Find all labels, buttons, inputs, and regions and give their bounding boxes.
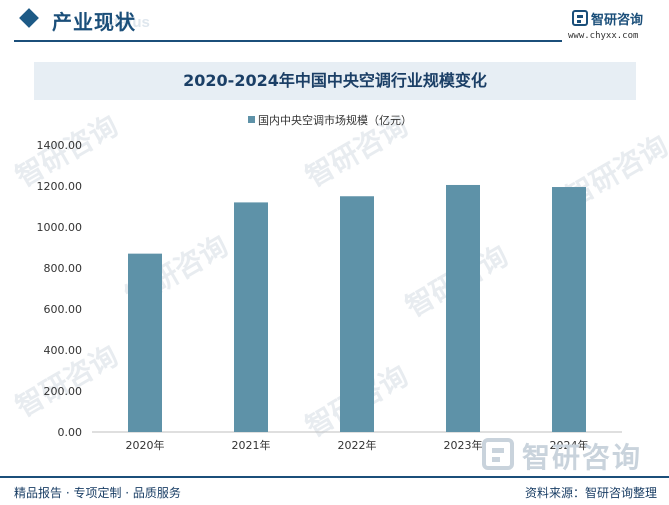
y-tick-label: 800.00 <box>44 262 83 275</box>
y-tick-label: 600.00 <box>44 303 83 316</box>
x-tick-label: 2023年 <box>444 438 483 452</box>
bar-3 <box>340 196 374 432</box>
watermark-logo-text: 智研咨询 <box>522 441 643 474</box>
chart-title: 2020-2024年中国中央空调行业规模变化 <box>183 71 487 90</box>
y-tick-label: 200.00 <box>44 385 83 398</box>
legend-label: 国内中央空调市场规模（亿元） <box>258 114 412 127</box>
y-tick-label: 400.00 <box>44 344 83 357</box>
page-title: 产业现状 <box>52 10 136 34</box>
brand-name: 智研咨询 <box>591 13 644 28</box>
y-tick-label: 0.00 <box>58 426 83 439</box>
x-tick-label: 2022年 <box>338 438 377 452</box>
legend-swatch <box>248 116 255 123</box>
brand-url: www.chyxx.com <box>568 31 639 41</box>
footer-tagline: 精品报告 · 专项定制 · 品质服务 <box>14 486 181 500</box>
bar-5 <box>552 187 586 432</box>
footer: 精品报告 · 专项定制 · 品质服务 资料来源：智研咨询整理 <box>0 476 669 505</box>
brand-logo-icon <box>572 10 588 26</box>
header: Status 产业现状 <box>0 0 669 44</box>
header-divider <box>14 40 562 42</box>
bar-4 <box>446 184 480 432</box>
watermark-logo: 智研咨询 <box>480 436 650 476</box>
chart-title-bar: 2020-2024年中国中央空调行业规模变化 <box>34 62 636 100</box>
watermark-logo-icon <box>482 438 514 470</box>
header-ghost-text: Status <box>104 14 150 31</box>
y-tick-label: 1200.00 <box>37 180 83 193</box>
y-tick-label: 1000.00 <box>37 221 83 234</box>
y-tick-label: 1400.00 <box>37 139 83 152</box>
x-tick-label: 2021年 <box>232 438 271 452</box>
x-tick-label: 2020年 <box>126 438 165 452</box>
bar-2 <box>234 202 268 432</box>
x-tick-label: 2024年 <box>550 438 589 452</box>
bar-1 <box>128 253 162 432</box>
footer-divider <box>0 476 669 478</box>
brand: 智研咨询 www.chyxx.com <box>568 10 664 42</box>
footer-source: 资料来源：智研咨询整理 <box>524 486 657 500</box>
bar-chart: 0.00 200.00 400.00 600.00 800.00 1000.00 1200.… <box>37 139 622 452</box>
